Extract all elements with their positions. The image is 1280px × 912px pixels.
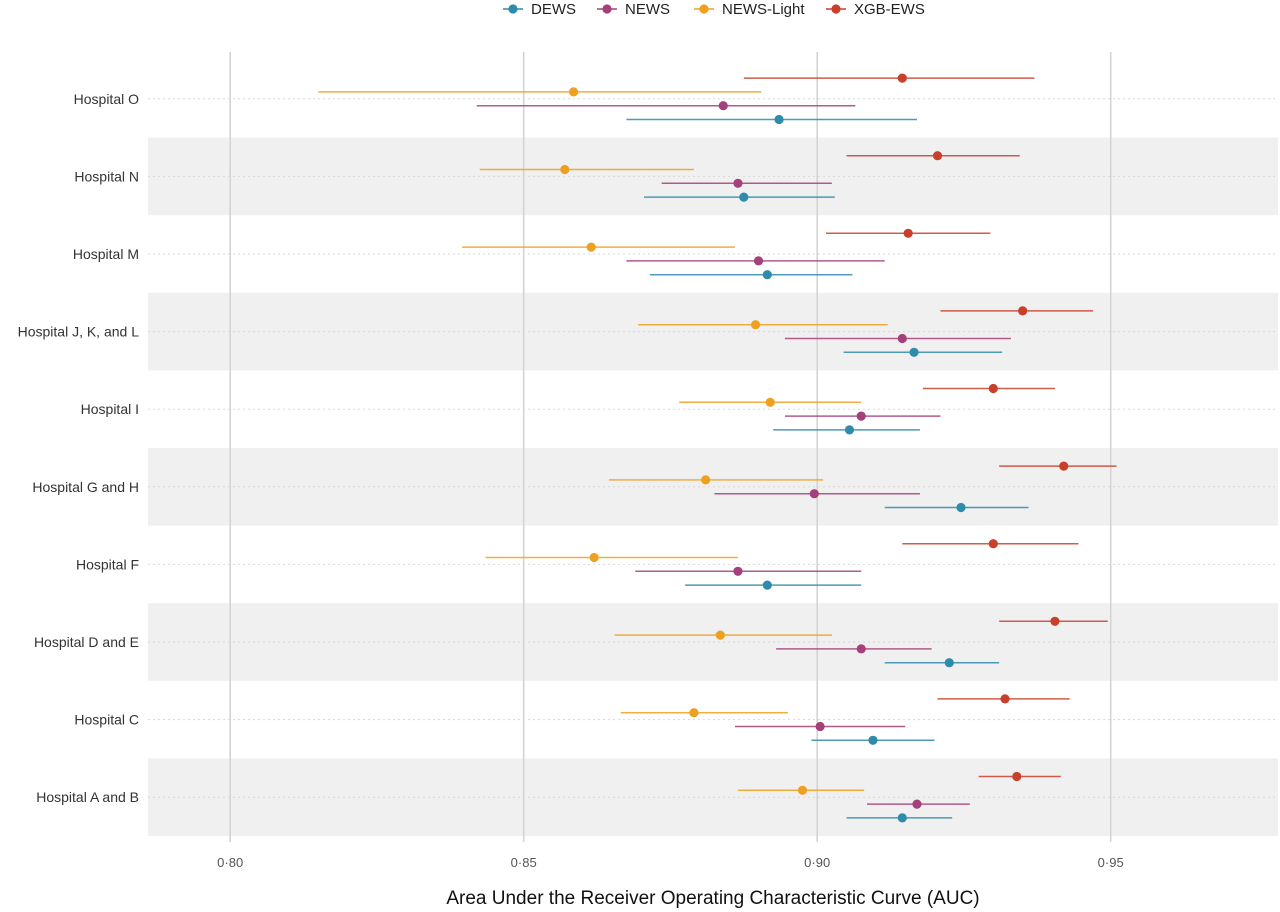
category-label: Hospital I [81, 401, 139, 417]
point-estimate [844, 425, 855, 435]
category-label: Hospital A and B [36, 789, 139, 805]
point-estimate [988, 539, 998, 549]
point-estimate [903, 228, 913, 238]
point-estimate [753, 256, 764, 266]
point-estimate [815, 721, 825, 732]
x-tick-label: 0·85 [511, 855, 537, 870]
point-estimate [944, 658, 954, 668]
point-estimate [774, 114, 784, 125]
legend-key-dot [831, 4, 841, 14]
point-estimate [909, 347, 919, 357]
point-estimate [897, 333, 907, 344]
category-label: Hospital C [74, 712, 139, 728]
category-label: Hospital N [74, 168, 139, 184]
legend-label: DEWS [531, 1, 576, 18]
x-axis-ticks: 0·80 0·85 0·90 0·95 [217, 855, 1124, 870]
point-estimate [689, 708, 699, 718]
point-estimate [897, 813, 907, 823]
point-estimate [568, 87, 579, 97]
point-estimate [912, 799, 922, 809]
point-estimate [856, 411, 866, 421]
legend-label: NEWS [625, 1, 670, 18]
point-estimate [897, 73, 907, 83]
point-estimate [988, 383, 998, 394]
point-estimate [797, 785, 808, 795]
category-label: Hospital J, K, and L [18, 324, 140, 340]
point-estimate [1000, 694, 1010, 704]
category-label: Hospital F [76, 556, 139, 572]
point-estimate [733, 178, 743, 188]
point-estimate [762, 270, 772, 280]
point-estimate [718, 101, 728, 111]
category-label: Hospital G and H [32, 479, 139, 495]
point-estimate [586, 242, 596, 252]
legend: DEWS NEWS NEWS-Light XGB-EWS [503, 1, 925, 18]
legend-key-dot [602, 4, 612, 14]
point-estimate [701, 475, 711, 485]
x-axis-title: Area Under the Receiver Operating Charac… [446, 888, 979, 909]
data-marks [318, 73, 1117, 823]
point-estimate [956, 502, 966, 513]
category-label: Hospital D and E [34, 634, 139, 650]
legend-label: XGB-EWS [854, 1, 925, 18]
point-estimate [809, 489, 819, 499]
point-estimate [560, 164, 570, 175]
point-estimate [750, 320, 761, 330]
legend-key-dot [699, 4, 709, 14]
point-estimate [589, 552, 599, 563]
grid-lines [148, 52, 1278, 842]
x-tick-label: 0·90 [804, 855, 830, 870]
point-estimate [932, 151, 943, 161]
point-estimate [1018, 306, 1028, 316]
category-label: Hospital M [73, 246, 139, 262]
point-estimate [1050, 616, 1060, 626]
x-tick-label: 0·95 [1098, 855, 1124, 870]
y-axis-labels: Hospital O Hospital N Hospital M Hospital J… [18, 91, 140, 805]
legend-key-dot [508, 4, 518, 14]
point-estimate [762, 580, 772, 590]
category-label: Hospital O [74, 91, 139, 107]
point-estimate [1012, 771, 1022, 782]
point-estimate [765, 397, 775, 407]
point-estimate [739, 192, 749, 202]
point-estimate [733, 566, 743, 576]
x-tick-label: 0·80 [217, 855, 243, 870]
point-estimate [715, 630, 725, 640]
point-estimate [1059, 461, 1069, 471]
point-estimate [856, 644, 866, 654]
legend-label: NEWS-Light [722, 1, 805, 18]
point-estimate [868, 735, 878, 745]
